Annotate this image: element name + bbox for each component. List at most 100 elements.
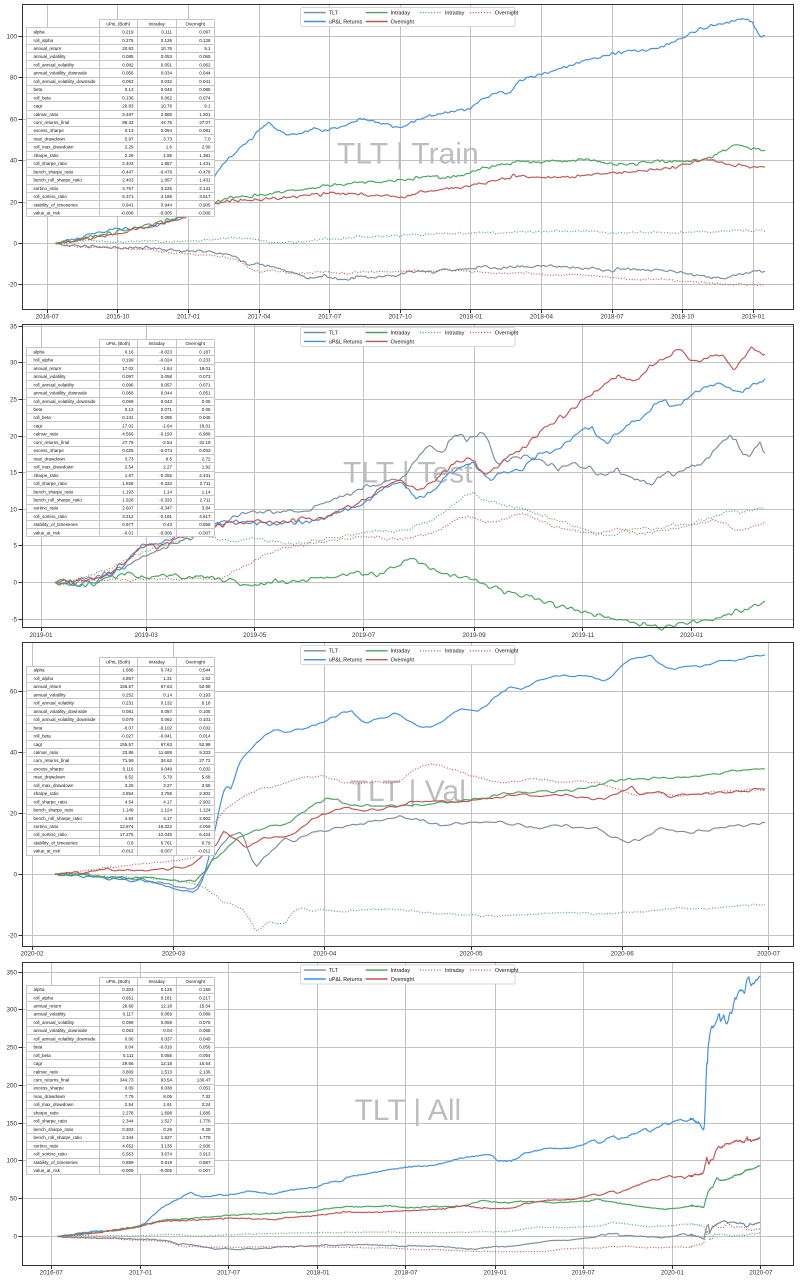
svg-text:sortino_ratio: sortino_ratio	[34, 186, 59, 191]
svg-text:2020-02: 2020-02	[20, 951, 44, 958]
svg-text:0.032: 0.032	[161, 79, 173, 84]
svg-text:0.069: 0.069	[161, 1012, 173, 1017]
svg-text:0.046: 0.046	[161, 87, 173, 92]
svg-text:2.24: 2.24	[202, 1102, 211, 1107]
svg-text:50: 50	[10, 1196, 18, 1203]
svg-text:-20: -20	[8, 282, 18, 289]
svg-text:sortino_ratio: sortino_ratio	[34, 506, 59, 511]
svg-text:excess_sharpe: excess_sharpe	[34, 766, 65, 771]
svg-text:value_at_risk: value_at_risk	[34, 1168, 61, 1173]
svg-text:2019-05: 2019-05	[243, 632, 267, 639]
svg-text:roll_beta: roll_beta	[34, 95, 52, 100]
svg-text:18.322: 18.322	[158, 824, 172, 829]
svg-text:Overnight: Overnight	[185, 660, 205, 665]
svg-text:0.101: 0.101	[199, 717, 211, 722]
svg-text:10: 10	[10, 507, 18, 514]
svg-text:2.344: 2.344	[122, 1135, 134, 1140]
svg-text:155.57: 155.57	[120, 684, 134, 689]
svg-text:value_at_risk: value_at_risk	[34, 849, 61, 854]
svg-text:60: 60	[10, 689, 18, 696]
svg-text:roll_alpha: roll_alpha	[34, 358, 54, 363]
svg-text:0.097: 0.097	[122, 374, 134, 379]
svg-text:0.111: 0.111	[123, 1053, 134, 1058]
svg-text:0.04: 0.04	[163, 1028, 172, 1033]
svg-text:Intraday: Intraday	[445, 11, 465, 17]
svg-text:60: 60	[10, 117, 18, 124]
svg-text:2.403: 2.403	[122, 178, 134, 183]
svg-text:-0.007: -0.007	[159, 849, 172, 854]
svg-text:-0.007: -0.007	[198, 1168, 211, 1173]
svg-text:1.957: 1.957	[161, 178, 173, 183]
svg-text:max_drawdown: max_drawdown	[34, 456, 66, 461]
svg-text:5.371: 5.371	[122, 194, 134, 199]
svg-text:0.032: 0.032	[199, 725, 211, 730]
svg-text:2.885: 2.885	[161, 112, 173, 117]
svg-text:0.065: 0.065	[199, 54, 211, 59]
svg-text:2019-01: 2019-01	[484, 1269, 508, 1276]
svg-text:0.049: 0.049	[161, 766, 173, 771]
svg-text:0.051: 0.051	[199, 391, 211, 396]
svg-text:2018-01: 2018-01	[306, 1269, 330, 1276]
svg-text:44.75: 44.75	[161, 120, 173, 125]
svg-text:annual_return: annual_return	[34, 1004, 62, 1009]
svg-text:2.54: 2.54	[125, 465, 134, 470]
svg-text:0.089: 0.089	[199, 1012, 211, 1017]
svg-text:0.079: 0.079	[122, 717, 134, 722]
svg-text:roll_annual_volatility_downsid: roll_annual_volatility_downside	[34, 1036, 97, 1041]
svg-text:0.068: 0.068	[122, 391, 134, 396]
svg-text:27.79: 27.79	[122, 440, 134, 445]
svg-text:beta: beta	[34, 407, 43, 412]
svg-text:3.26: 3.26	[125, 783, 134, 788]
svg-text:Overnight: Overnight	[495, 11, 519, 17]
svg-text:2017-01: 2017-01	[129, 1269, 153, 1276]
svg-text:0.056: 0.056	[161, 1053, 173, 1058]
svg-text:cum_returns_final: cum_returns_final	[34, 120, 70, 125]
svg-text:0.057: 0.057	[161, 382, 173, 387]
svg-text:0.742: 0.742	[161, 668, 173, 673]
svg-text:TLT | All: TLT | All	[354, 1094, 461, 1127]
svg-text:-0.191: -0.191	[159, 514, 172, 519]
svg-text:Overnight: Overnight	[495, 968, 519, 974]
svg-text:250: 250	[6, 1045, 17, 1052]
svg-text:excess_sharpe: excess_sharpe	[34, 1086, 65, 1091]
svg-text:3.913: 3.913	[199, 1152, 211, 1157]
svg-text:6.988: 6.988	[199, 432, 211, 437]
svg-text:1.513: 1.513	[161, 1069, 173, 1074]
svg-text:uPnL (Both): uPnL (Both)	[106, 341, 130, 346]
svg-text:2019-07: 2019-07	[352, 632, 376, 639]
svg-text:uPnL (Both): uPnL (Both)	[106, 660, 130, 665]
svg-text:2.29: 2.29	[125, 145, 134, 150]
svg-text:roll_alpha: roll_alpha	[34, 995, 54, 1000]
svg-text:1.527: 1.527	[161, 1135, 173, 1140]
svg-text:sharpe_ratio: sharpe_ratio	[34, 791, 60, 796]
svg-text:300: 300	[6, 1007, 17, 1014]
svg-text:TLT: TLT	[329, 330, 339, 336]
svg-text:0.056: 0.056	[199, 1045, 211, 1050]
svg-text:0.033: 0.033	[199, 448, 211, 453]
svg-text:Intraday: Intraday	[149, 341, 166, 346]
svg-text:-0.255: -0.255	[159, 473, 172, 478]
svg-text:-0.012: -0.012	[121, 849, 134, 854]
svg-text:roll_annual_volatility_downsid: roll_annual_volatility_downside	[34, 399, 97, 404]
svg-text:3.73: 3.73	[163, 137, 172, 142]
svg-text:0.43: 0.43	[163, 522, 172, 527]
svg-text:10.76: 10.76	[161, 104, 173, 109]
svg-text:2017-10: 2017-10	[389, 313, 413, 320]
svg-text:annual_volatility_downside: annual_volatility_downside	[34, 1028, 88, 1033]
svg-text:9.1: 9.1	[204, 46, 211, 51]
svg-text:Intraday: Intraday	[149, 660, 166, 665]
svg-text:0.126: 0.126	[161, 38, 173, 43]
svg-text:2019-11: 2019-11	[571, 632, 594, 639]
svg-text:1.779: 1.779	[199, 1119, 211, 1124]
svg-text:-0.074: -0.074	[159, 448, 172, 453]
svg-text:uP&L Returns: uP&L Returns	[329, 658, 363, 664]
svg-text:0.252: 0.252	[122, 692, 134, 697]
svg-text:0.217: 0.217	[199, 995, 211, 1000]
svg-text:0.181: 0.181	[161, 995, 173, 1000]
svg-text:7.0: 7.0	[204, 137, 211, 142]
svg-text:20.83: 20.83	[122, 104, 134, 109]
svg-text:bench_sharpe_ratio: bench_sharpe_ratio	[34, 169, 74, 174]
svg-text:TLT: TLT	[329, 11, 339, 17]
svg-text:bench_sharpe_ratio: bench_sharpe_ratio	[34, 808, 74, 813]
svg-text:2.72: 2.72	[202, 456, 211, 461]
